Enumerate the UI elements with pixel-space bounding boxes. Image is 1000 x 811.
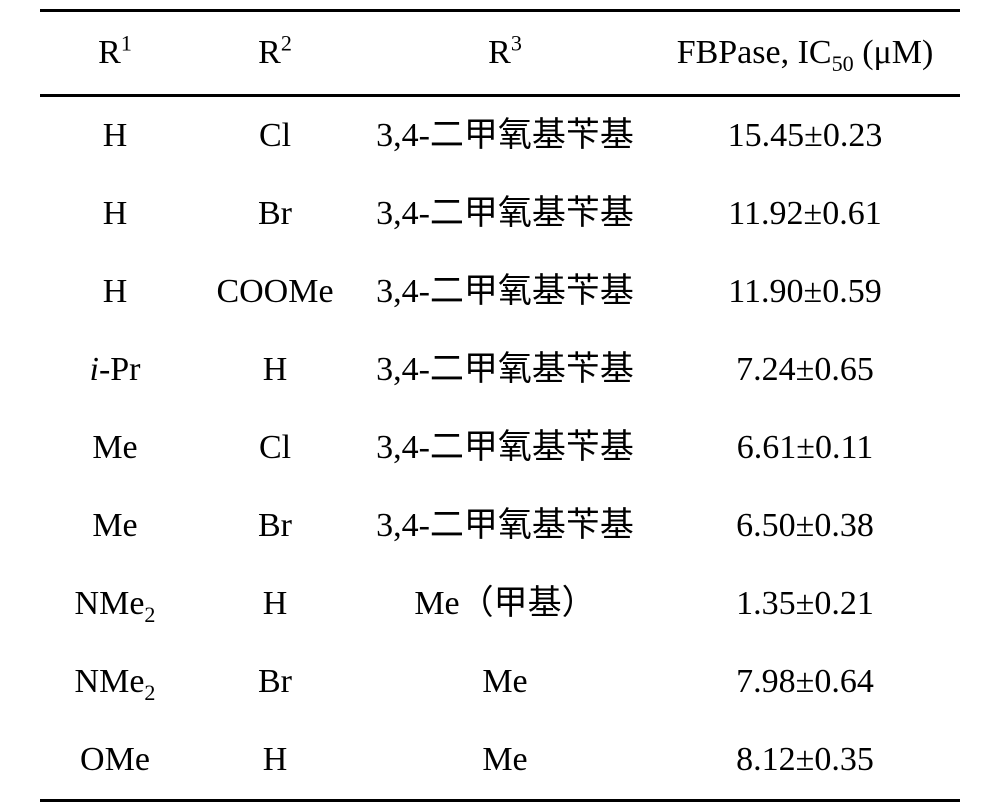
cell-r3: 3,4-二甲氧基苄基 [360,96,650,176]
page: R1 R2 R3 FBPase, IC50 (μM) H Cl 3,4-二甲氧基… [0,0,1000,811]
cell-r3: 3,4-二甲氧基苄基 [360,253,650,331]
cell-ic50: 11.90±0.59 [650,253,960,331]
cell-r1: H [40,96,190,176]
table-row: OMe H Me 8.12±0.35 [40,721,960,801]
cell-r1: H [40,253,190,331]
cell-r2: Cl [190,409,360,487]
table-row: H COOMe 3,4-二甲氧基苄基 11.90±0.59 [40,253,960,331]
cell-r2: H [190,721,360,801]
table-row: Me Cl 3,4-二甲氧基苄基 6.61±0.11 [40,409,960,487]
cell-r1: i-Pr [40,331,190,409]
cell-r1: H [40,175,190,253]
cell-r1: OMe [40,721,190,801]
cell-r2: Cl [190,96,360,176]
cell-ic50: 8.12±0.35 [650,721,960,801]
cell-r3: 3,4-二甲氧基苄基 [360,331,650,409]
cell-r1: NMe2 [40,643,190,721]
cell-ic50: 6.50±0.38 [650,487,960,565]
cell-ic50: 7.98±0.64 [650,643,960,721]
table-row: NMe2 Br Me 7.98±0.64 [40,643,960,721]
cell-ic50: 1.35±0.21 [650,565,960,643]
col-header-r3: R3 [360,11,650,96]
cell-ic50: 7.24±0.65 [650,331,960,409]
cell-r1: Me [40,487,190,565]
col-header-ic50: FBPase, IC50 (μM) [650,11,960,96]
cell-r1: Me [40,409,190,487]
cell-ic50: 11.92±0.61 [650,175,960,253]
col-header-r1: R1 [40,11,190,96]
cell-r1: NMe2 [40,565,190,643]
col-header-r2: R2 [190,11,360,96]
cell-r2: Br [190,175,360,253]
cell-ic50: 15.45±0.23 [650,96,960,176]
cell-r3: Me [360,721,650,801]
cell-r3: 3,4-二甲氧基苄基 [360,409,650,487]
table-row: NMe2 H Me（甲基） 1.35±0.21 [40,565,960,643]
cell-r3: 3,4-二甲氧基苄基 [360,175,650,253]
cell-r3: Me（甲基） [360,565,650,643]
table-row: H Br 3,4-二甲氧基苄基 11.92±0.61 [40,175,960,253]
cell-r2: H [190,565,360,643]
cell-r3: Me [360,643,650,721]
table-header: R1 R2 R3 FBPase, IC50 (μM) [40,11,960,96]
cell-r2: Br [190,487,360,565]
table-row: i-Pr H 3,4-二甲氧基苄基 7.24±0.65 [40,331,960,409]
cell-r2: COOMe [190,253,360,331]
cell-ic50: 6.61±0.11 [650,409,960,487]
cell-r3: 3,4-二甲氧基苄基 [360,487,650,565]
table-body: H Cl 3,4-二甲氧基苄基 15.45±0.23 H Br 3,4-二甲氧基… [40,96,960,801]
table-row: Me Br 3,4-二甲氧基苄基 6.50±0.38 [40,487,960,565]
table-row: H Cl 3,4-二甲氧基苄基 15.45±0.23 [40,96,960,176]
header-row: R1 R2 R3 FBPase, IC50 (μM) [40,11,960,96]
cell-r2: H [190,331,360,409]
data-table: R1 R2 R3 FBPase, IC50 (μM) H Cl 3,4-二甲氧基… [40,9,960,802]
cell-r2: Br [190,643,360,721]
